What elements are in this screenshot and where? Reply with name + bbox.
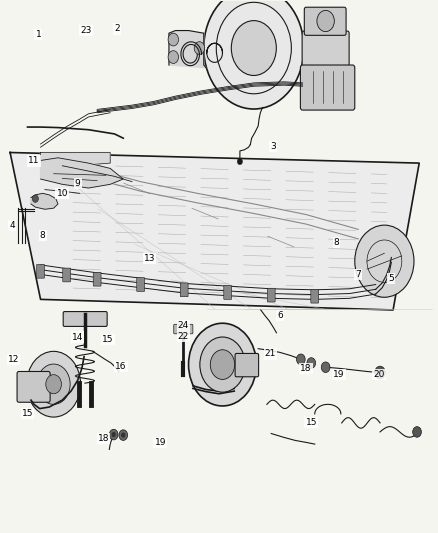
- Circle shape: [204, 0, 304, 109]
- FancyBboxPatch shape: [174, 324, 193, 334]
- FancyBboxPatch shape: [304, 7, 346, 35]
- Text: 15: 15: [102, 335, 114, 344]
- Text: 11: 11: [28, 157, 40, 165]
- Text: 4: 4: [10, 221, 15, 230]
- FancyBboxPatch shape: [17, 372, 50, 402]
- Text: 21: 21: [265, 350, 276, 359]
- Circle shape: [307, 358, 316, 368]
- FancyBboxPatch shape: [37, 264, 45, 278]
- Text: 7: 7: [355, 270, 361, 279]
- Circle shape: [413, 426, 421, 437]
- Circle shape: [237, 158, 243, 165]
- Text: 18: 18: [300, 364, 312, 373]
- Circle shape: [194, 42, 205, 54]
- Text: 19: 19: [155, 438, 166, 447]
- Polygon shape: [41, 158, 123, 188]
- Circle shape: [121, 432, 125, 438]
- Text: 24: 24: [178, 321, 189, 330]
- Circle shape: [46, 375, 61, 394]
- Polygon shape: [169, 30, 206, 68]
- Polygon shape: [31, 193, 58, 209]
- Text: 19: 19: [333, 370, 344, 379]
- Circle shape: [231, 21, 276, 76]
- Polygon shape: [41, 152, 110, 168]
- Circle shape: [210, 350, 235, 379]
- Circle shape: [27, 351, 81, 417]
- Circle shape: [112, 432, 116, 437]
- Text: 8: 8: [40, 231, 46, 240]
- Circle shape: [168, 33, 179, 46]
- FancyBboxPatch shape: [63, 312, 107, 326]
- Circle shape: [200, 337, 245, 392]
- Text: 8: 8: [334, 238, 339, 247]
- Text: 16: 16: [115, 362, 127, 370]
- Text: 10: 10: [57, 189, 68, 198]
- FancyBboxPatch shape: [300, 65, 355, 110]
- Text: 15: 15: [306, 418, 317, 427]
- Text: 5: 5: [388, 274, 394, 283]
- Circle shape: [321, 362, 330, 373]
- Text: 14: 14: [72, 333, 83, 342]
- Text: 6: 6: [277, 311, 283, 320]
- FancyBboxPatch shape: [137, 278, 145, 292]
- Text: 2: 2: [114, 25, 120, 34]
- Text: 12: 12: [8, 355, 19, 364]
- Circle shape: [119, 430, 127, 440]
- Circle shape: [32, 195, 39, 203]
- FancyBboxPatch shape: [235, 353, 258, 377]
- Text: 20: 20: [374, 370, 385, 379]
- FancyBboxPatch shape: [224, 286, 232, 300]
- FancyBboxPatch shape: [267, 288, 275, 302]
- FancyBboxPatch shape: [302, 31, 349, 70]
- Circle shape: [168, 51, 179, 63]
- Circle shape: [297, 354, 305, 365]
- FancyBboxPatch shape: [180, 283, 188, 297]
- Text: 23: 23: [81, 26, 92, 35]
- Text: 22: 22: [178, 332, 189, 341]
- Circle shape: [37, 364, 70, 405]
- Text: 18: 18: [98, 434, 110, 443]
- Circle shape: [317, 11, 334, 31]
- Circle shape: [355, 225, 414, 297]
- Circle shape: [110, 429, 118, 440]
- FancyBboxPatch shape: [63, 268, 71, 282]
- Text: 1: 1: [35, 30, 41, 39]
- Polygon shape: [10, 152, 419, 310]
- FancyBboxPatch shape: [311, 289, 319, 303]
- FancyBboxPatch shape: [93, 272, 101, 286]
- Text: 15: 15: [22, 409, 33, 418]
- Text: 3: 3: [271, 142, 276, 151]
- Circle shape: [188, 323, 256, 406]
- Circle shape: [375, 366, 385, 379]
- Text: 13: 13: [144, 254, 155, 263]
- Text: 9: 9: [74, 179, 81, 188]
